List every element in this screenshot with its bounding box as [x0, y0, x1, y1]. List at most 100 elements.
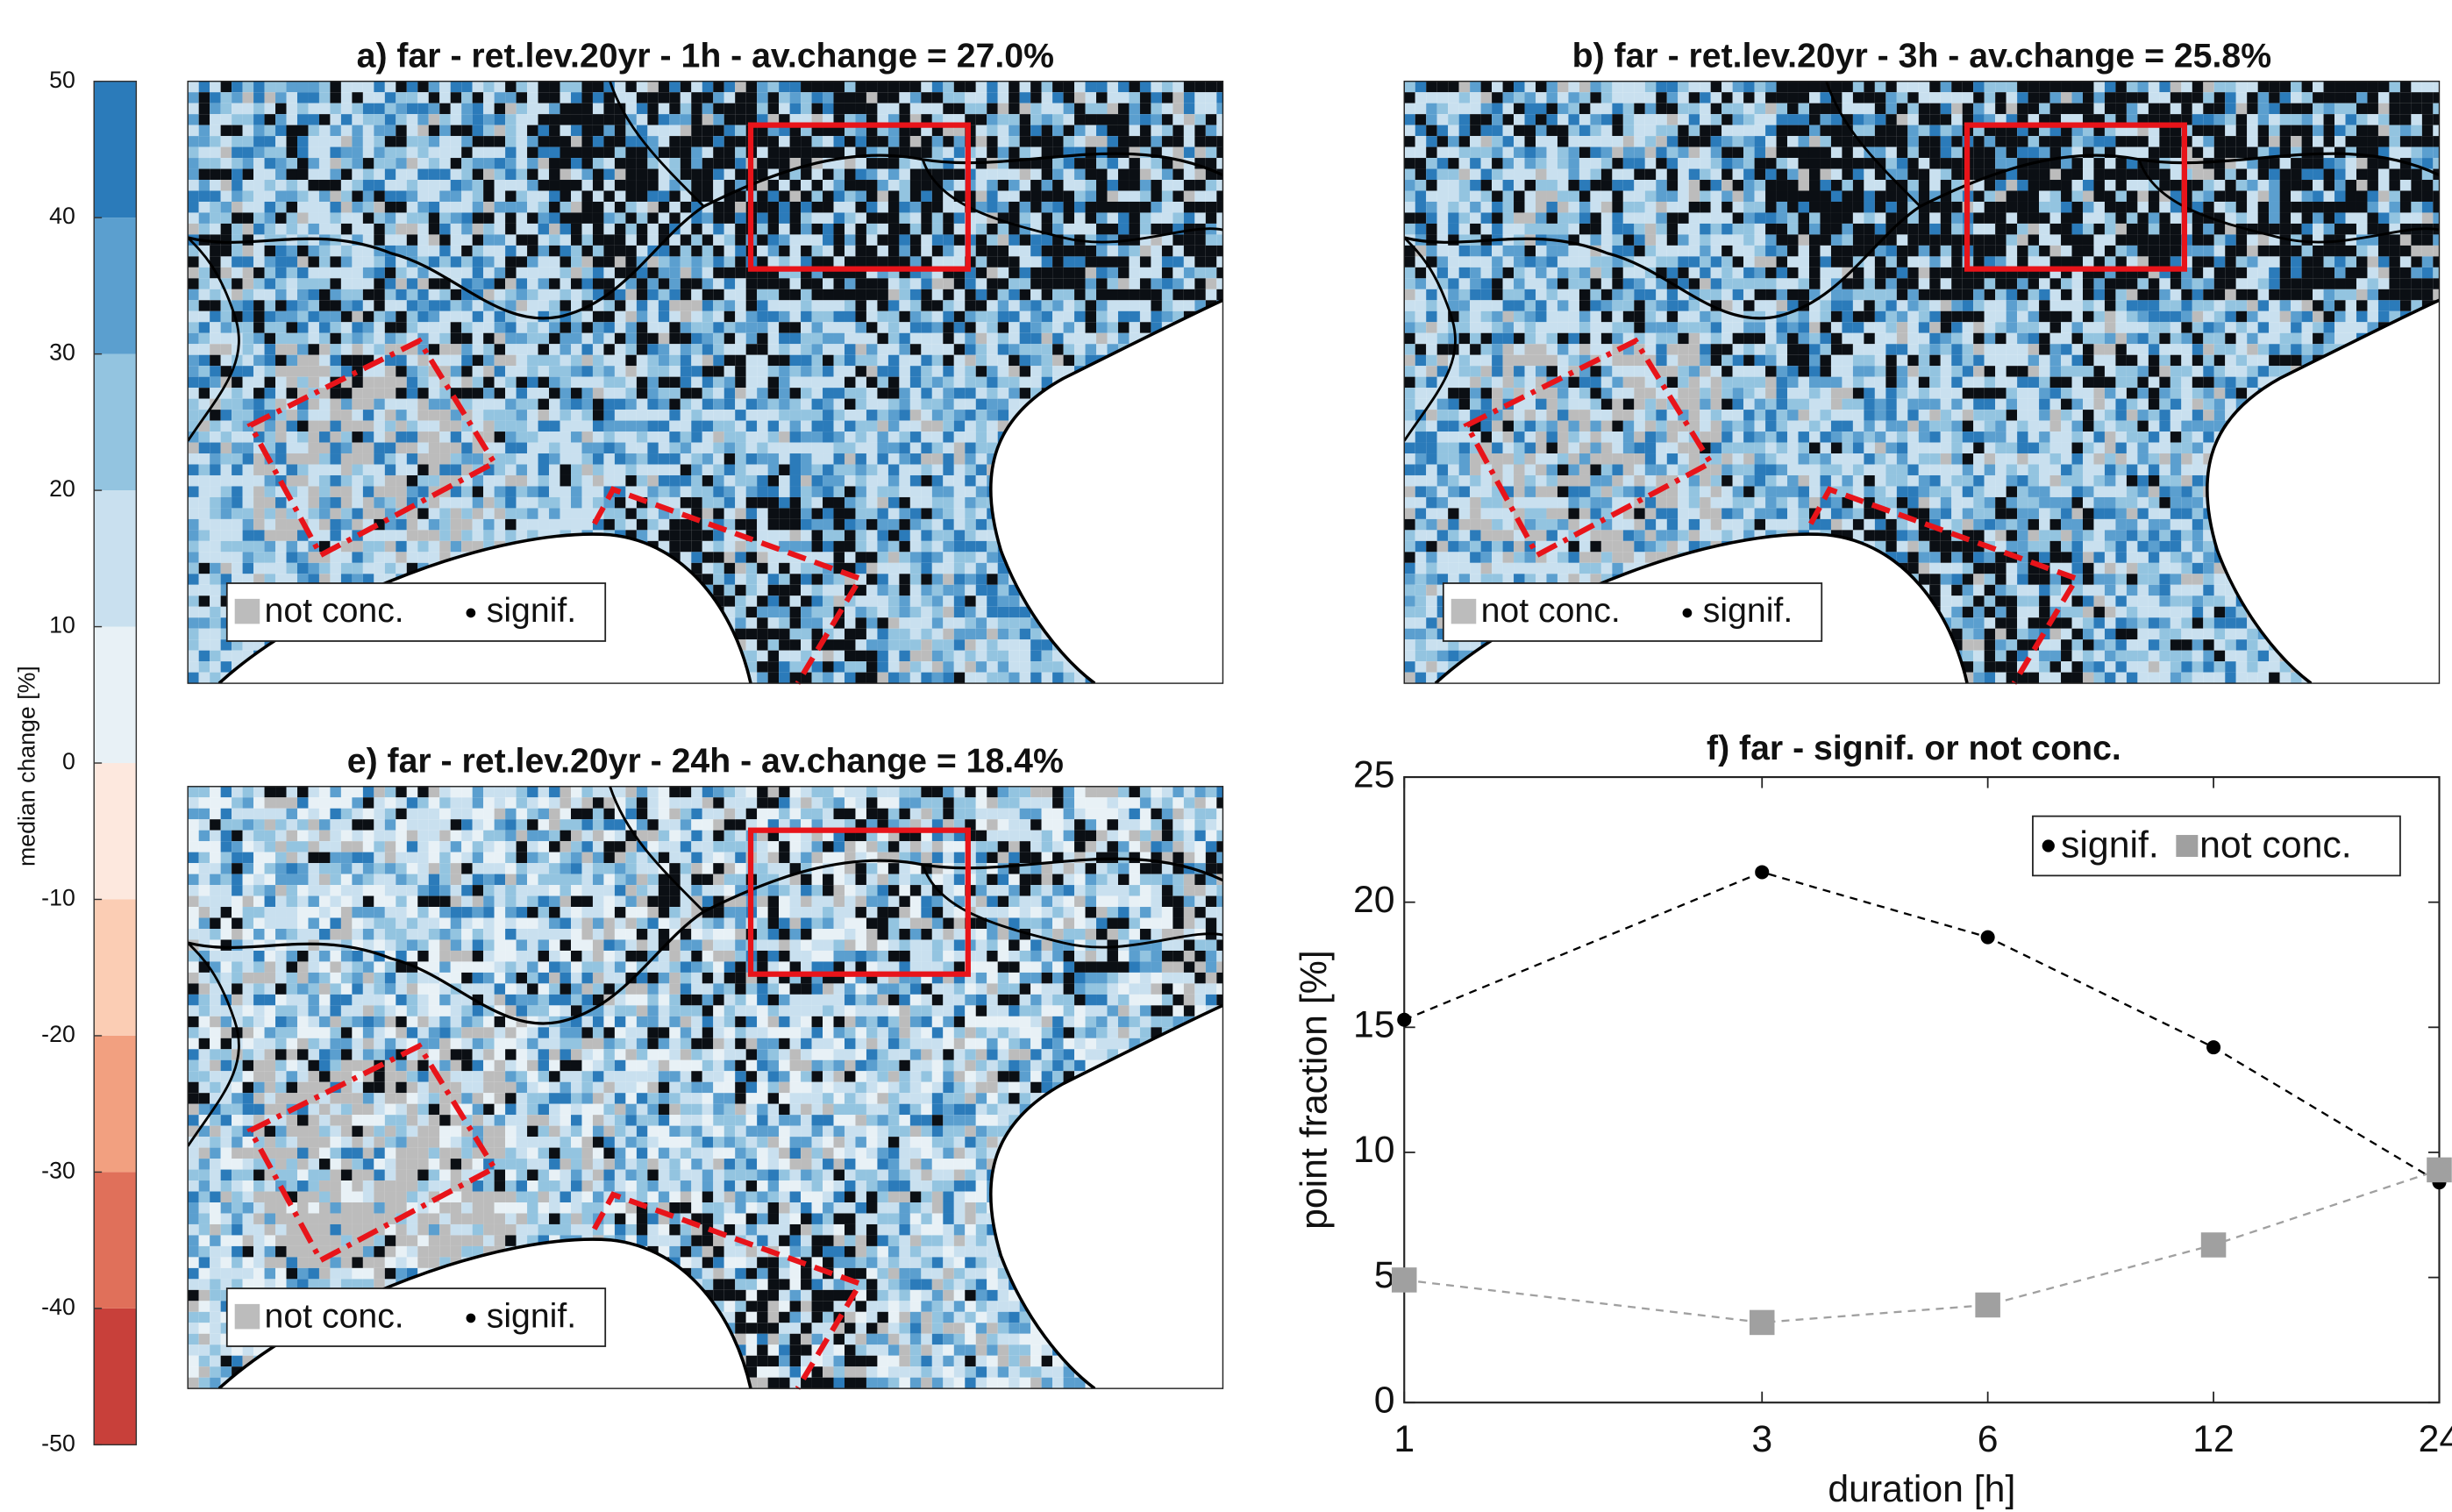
map-cell	[669, 289, 680, 300]
map-cell	[1194, 267, 1205, 278]
map-cell	[1042, 278, 1052, 289]
map-cell	[702, 508, 713, 518]
map-cell	[538, 103, 549, 114]
map-cell	[243, 508, 253, 518]
map-cell	[188, 289, 198, 300]
map-cell	[483, 234, 494, 245]
map-cell	[625, 333, 636, 344]
map-cell	[265, 333, 275, 344]
map-cell	[581, 158, 592, 168]
map-cell	[560, 180, 571, 190]
map-cell	[669, 246, 680, 256]
map-cell	[385, 180, 396, 190]
map-cell	[669, 300, 680, 310]
map-cell	[801, 629, 811, 639]
map-cell	[232, 410, 242, 420]
map-cell	[921, 421, 931, 431]
map-cell	[647, 333, 658, 344]
map-cell	[910, 431, 921, 442]
map-cell	[899, 322, 909, 332]
map-cell	[998, 169, 1009, 180]
map-cell	[1074, 158, 1085, 168]
map-cell	[527, 158, 538, 168]
map-cell	[297, 169, 308, 180]
map-cell	[987, 191, 997, 202]
map-cell	[1064, 311, 1074, 322]
map-cell	[287, 289, 297, 300]
map-cell	[517, 431, 527, 442]
map-cell	[374, 136, 384, 146]
map-cell	[855, 103, 866, 114]
map-cell	[681, 92, 691, 103]
map-cell	[396, 202, 406, 212]
map-cell	[1074, 300, 1085, 310]
map-cell	[374, 322, 384, 332]
map-cell	[910, 629, 921, 639]
map-cell	[681, 169, 691, 180]
map-cell	[669, 421, 680, 431]
map-cell	[845, 278, 855, 289]
map-cell	[713, 82, 723, 92]
map-cell	[1086, 256, 1096, 267]
map-cell	[581, 366, 592, 376]
map-cell	[1030, 147, 1041, 158]
map-cell	[998, 114, 1009, 125]
map-cell	[517, 508, 527, 518]
map-cell	[407, 443, 417, 453]
map-cell	[188, 475, 198, 486]
map-cell	[593, 355, 603, 366]
map-cell	[560, 191, 571, 202]
map-cell	[1140, 267, 1151, 278]
map-cell	[615, 355, 625, 366]
map-cell	[1020, 256, 1030, 267]
map-cell	[888, 497, 899, 508]
map-cell	[363, 431, 374, 442]
map-cell	[669, 267, 680, 278]
map-cell	[253, 158, 264, 168]
map-cell	[976, 125, 987, 136]
map-cell	[199, 169, 210, 180]
map-cell	[724, 300, 735, 310]
map-cell	[681, 552, 691, 562]
map-cell	[768, 465, 779, 475]
map-cell	[417, 289, 428, 300]
map-cell	[243, 125, 253, 136]
map-cell	[976, 639, 987, 650]
map-cell	[396, 519, 406, 530]
colorbar-tick-label: -20	[41, 1021, 75, 1047]
map-cell	[801, 388, 811, 398]
map-cell	[385, 388, 396, 398]
map-cell	[243, 453, 253, 464]
map-cell	[888, 563, 899, 574]
map-cell	[483, 158, 494, 168]
map-cell	[1086, 267, 1096, 278]
map-cell	[702, 278, 713, 289]
map-cell	[1052, 136, 1063, 146]
map-cell	[287, 388, 297, 398]
map-cell	[560, 267, 571, 278]
map-cell	[199, 311, 210, 322]
map-cell	[921, 103, 931, 114]
map-cell	[396, 234, 406, 245]
map-cell	[439, 541, 450, 552]
map-cell	[221, 431, 232, 442]
map-cell	[221, 234, 232, 245]
map-cell	[210, 508, 220, 518]
map-cell	[1184, 114, 1194, 125]
map-cell	[779, 377, 789, 388]
map-cell	[987, 399, 997, 410]
map-cell	[1020, 136, 1030, 146]
map-cell	[603, 333, 614, 344]
map-cell	[232, 158, 242, 168]
map-cell	[724, 147, 735, 158]
map-cell	[866, 234, 877, 245]
map-cell	[199, 278, 210, 289]
map-cell	[538, 92, 549, 103]
map-cell	[517, 453, 527, 464]
map-cell	[232, 169, 242, 180]
map-cell	[1009, 256, 1019, 267]
map-cell	[352, 212, 362, 223]
map-cell	[439, 114, 450, 125]
map-cell	[517, 82, 527, 92]
map-cell	[495, 147, 505, 158]
